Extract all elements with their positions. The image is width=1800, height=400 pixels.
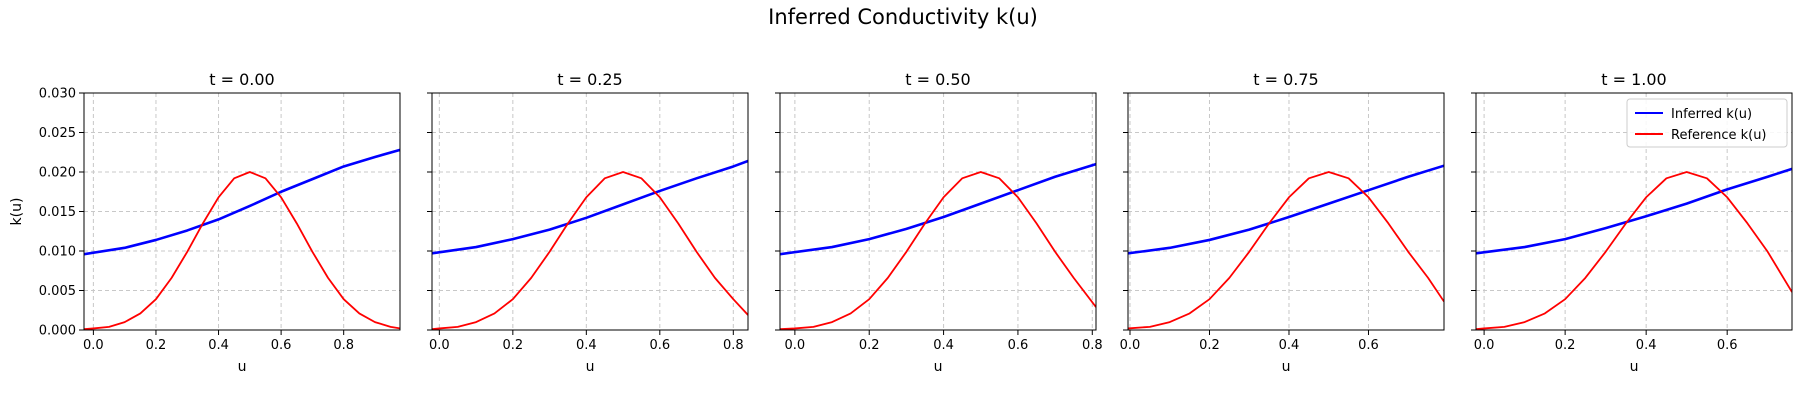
legend: Inferred k(u) Reference k(u)	[1626, 98, 1788, 148]
series-line-reference	[432, 171, 748, 330]
panel-title: t = 0.75	[1253, 70, 1318, 89]
panel-1: 0.0 0.2 0.4 0.6 0.8 0.000 0.005 0.010 0.015 0.020…	[9, 70, 401, 375]
x-tick-label: 0.2	[1555, 338, 1576, 353]
panel-title: t = 0.25	[557, 70, 622, 89]
legend-box	[1626, 98, 1788, 148]
x-tick-label: 0.0	[83, 338, 104, 353]
x-axis-label: u	[238, 359, 247, 375]
series-line-reference	[84, 171, 400, 330]
series-line-inferred	[780, 162, 1096, 256]
panels: 0.0 0.2 0.4 0.6 0.8 0.000 0.005 0.010 0.015 0.020…	[9, 70, 1793, 375]
y-axis-label: k(u)	[9, 198, 25, 226]
x-tick-label: 0.4	[1279, 338, 1300, 353]
legend-label: Reference k(u)	[1671, 128, 1767, 143]
x-axis-label: u	[934, 359, 943, 375]
x-tick-label: 0.2	[502, 338, 523, 353]
x-tick-label: 0.6	[1717, 338, 1738, 353]
panel-5: 0.0 0.2 0.4 0.6 t = 1.00 u Inferred k(u) Refere…	[1471, 70, 1793, 375]
series-line-reference	[1128, 171, 1444, 330]
panel-title: t = 1.00	[1601, 70, 1666, 89]
x-tick-label: 0.4	[933, 338, 954, 353]
x-tick-label: 0.6	[271, 338, 292, 353]
x-tick-label: 0.8	[333, 338, 354, 353]
y-tick-label: 0.025	[39, 126, 76, 141]
plot-frame	[1475, 92, 1793, 331]
x-tick-label: 0.6	[1358, 338, 1379, 353]
x-tick-label: 0.0	[785, 338, 806, 353]
legend-label: Inferred k(u)	[1671, 107, 1752, 122]
x-axis-label: u	[1282, 359, 1291, 375]
plot-frame	[779, 92, 1097, 331]
y-tick-label: 0.030	[39, 87, 76, 102]
x-tick-label: 0.2	[146, 338, 167, 353]
y-tick-label: 0.015	[39, 205, 76, 220]
panel-2: 0.0 0.2 0.4 0.6 0.8 t = 0.25 u	[427, 70, 749, 375]
plot-frame	[83, 92, 401, 331]
x-tick-label: 0.2	[1199, 338, 1220, 353]
x-axis-label: u	[1630, 359, 1639, 375]
x-tick-label: 0.6	[1008, 338, 1029, 353]
series-line-inferred	[1476, 167, 1792, 255]
y-tick-label: 0.000	[39, 324, 76, 339]
series-line-reference	[780, 171, 1096, 330]
panel-title: t = 0.50	[905, 70, 970, 89]
figure-title: Inferred Conductivity k(u)	[768, 5, 1038, 29]
series-line-inferred	[432, 159, 748, 255]
x-tick-label: 0.8	[1082, 338, 1103, 353]
x-tick-label: 0.4	[1636, 338, 1657, 353]
x-tick-label: 0.2	[859, 338, 880, 353]
panel-title: t = 0.00	[209, 70, 274, 89]
series-line-reference	[1476, 171, 1792, 330]
x-tick-label: 0.4	[208, 338, 229, 353]
y-tick-label: 0.020	[39, 166, 76, 181]
plot-frame	[431, 92, 749, 331]
plot-frame	[1127, 92, 1445, 331]
y-tick-label: 0.010	[39, 245, 76, 260]
x-tick-label: 0.6	[649, 338, 670, 353]
x-tick-label: 0.4	[576, 338, 597, 353]
x-tick-label: 0.8	[723, 338, 744, 353]
x-tick-label: 0.0	[1474, 338, 1495, 353]
y-tick-label: 0.005	[39, 284, 76, 299]
x-axis-label: u	[586, 359, 595, 375]
series-line-inferred	[1128, 164, 1444, 255]
x-tick-label: 0.0	[429, 338, 450, 353]
x-tick-label: 0.0	[1120, 338, 1141, 353]
series-line-inferred	[84, 148, 400, 256]
panel-3: 0.0 0.2 0.4 0.6 0.8 t = 0.50 u	[775, 70, 1103, 375]
panel-4: 0.0 0.2 0.4 0.6 t = 0.75 u	[1120, 70, 1445, 375]
